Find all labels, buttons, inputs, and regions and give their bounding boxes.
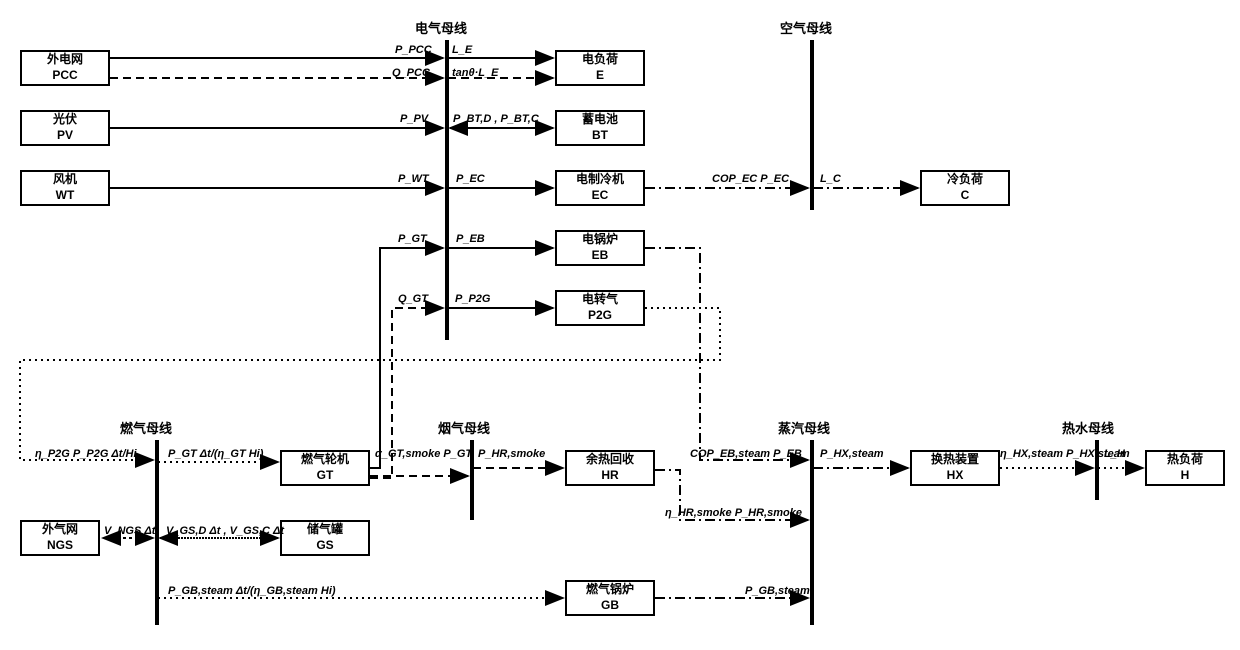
node-p2g: 电转气P2G — [555, 290, 645, 326]
node-wt: 风机WT — [20, 170, 110, 206]
lbl-pgbst: P_GB,steam — [745, 585, 810, 597]
lbl-qpcc: Q_PCC — [392, 67, 430, 79]
node-ngs: 外气网NGS — [20, 520, 100, 556]
lbl-phr: P_HR,smoke — [478, 448, 545, 460]
lbl-pp2g: P_P2G — [455, 293, 490, 305]
lbl-pgte: P_GT — [398, 233, 427, 245]
node-pv: 光伏PV — [20, 110, 110, 146]
node-hr: 余热回收HR — [565, 450, 655, 486]
elec-bus — [445, 40, 449, 340]
node-pcc: 外电网PCC — [20, 50, 110, 86]
steam-bus-label: 蒸汽母线 — [778, 418, 830, 437]
lbl-lh: L_H — [1104, 448, 1125, 460]
lbl-lc: L_C — [820, 173, 841, 185]
node-gt: 燃气轮机GT — [280, 450, 370, 486]
lbl-le: L_E — [452, 44, 472, 56]
lbl-vgs: V_GS,D Δt , V_GS,C Δt — [166, 525, 284, 537]
node-e: 电负荷E — [555, 50, 645, 86]
lbl-pwt: P_WT — [398, 173, 429, 185]
node-c: 冷负荷C — [920, 170, 1010, 206]
lbl-etap2g: η_P2G P_P2G Δt/Hi — [35, 448, 137, 460]
gas-bus-label: 燃气母线 — [120, 418, 172, 437]
lbl-pec: P_EC — [456, 173, 485, 185]
node-gb: 燃气锅炉GB — [565, 580, 655, 616]
air-bus-label: 空气母线 — [780, 18, 832, 37]
lbl-vngs: V_NGS Δt — [104, 525, 155, 537]
node-eb: 电锅炉EB — [555, 230, 645, 266]
steam-bus — [810, 440, 814, 625]
lbl-copec: COP_EC P_EC — [712, 173, 789, 185]
air-bus — [810, 40, 814, 210]
lbl-copeb: COP_EB,steam P_EB — [690, 448, 802, 460]
elec-bus-label: 电气母线 — [415, 18, 467, 37]
lbl-qgt: Q_GT — [398, 293, 428, 305]
lbl-ppv: P_PV — [400, 113, 428, 125]
lbl-tanle: tanθ·L_E — [452, 67, 498, 79]
lbl-pbt: P_BT,D , P_BT,C — [453, 113, 539, 125]
lbl-pgbdt: P_GB,steam Δt/(η_GB,steam Hi) — [168, 585, 336, 597]
node-hx: 换热装置HX — [910, 450, 1000, 486]
node-h: 热负荷H — [1145, 450, 1225, 486]
lbl-ppcc: P_PCC — [395, 44, 432, 56]
node-ec: 电制冷机EC — [555, 170, 645, 206]
hot-bus-label: 热水母线 — [1062, 418, 1114, 437]
lbl-peb: P_EB — [456, 233, 485, 245]
lbl-alpha: α_GT,smoke P_GT — [375, 448, 472, 460]
lbl-phxst: P_HX,steam — [820, 448, 884, 460]
node-bt: 蓄电池BT — [555, 110, 645, 146]
node-gs: 储气罐GS — [280, 520, 370, 556]
smoke-bus-label: 烟气母线 — [438, 418, 490, 437]
gas-bus — [155, 440, 159, 625]
lbl-pgtdt: P_GT Δt/(η_GT Hi) — [168, 448, 263, 460]
lbl-etahr: η_HR,smoke P_HR,smoke — [665, 507, 802, 519]
